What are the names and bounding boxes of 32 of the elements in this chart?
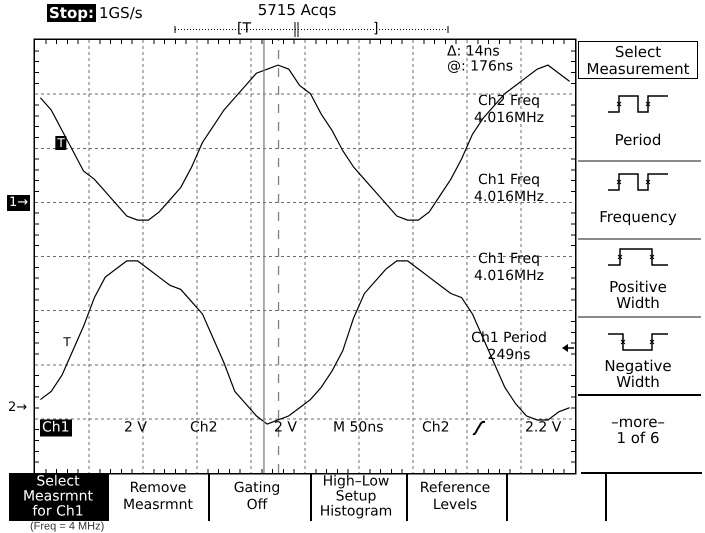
annotation: 2 V bbox=[124, 420, 147, 436]
text: Δ: 14ns bbox=[447, 44, 500, 60]
text: High–Low Setup Histogram bbox=[320, 474, 392, 520]
text: Remove Measrmnt bbox=[122, 480, 194, 514]
annotation: T bbox=[63, 335, 71, 349]
text: –more– 1 of 6 bbox=[611, 413, 665, 447]
text: Negative Width bbox=[604, 357, 672, 391]
text: Period bbox=[614, 131, 662, 149]
text: [T bbox=[237, 20, 252, 38]
text: Stop: bbox=[47, 4, 96, 22]
text: Positive Width bbox=[609, 278, 667, 312]
annotation: T bbox=[55, 136, 67, 150]
text: Frequency bbox=[599, 208, 677, 226]
annotation: 2 V bbox=[274, 420, 297, 436]
annotation: Ch1 Freq 4.016MHz bbox=[474, 251, 544, 285]
annotation: Ch1 bbox=[40, 420, 72, 436]
text: Select Measrmnt for Ch1 bbox=[22, 474, 94, 520]
text: 1GS/s bbox=[99, 4, 143, 22]
text: Select Measurement bbox=[586, 43, 690, 78]
annotation: 2.2 V bbox=[525, 420, 562, 436]
text: ] bbox=[373, 20, 378, 38]
annotation: Ch2 bbox=[422, 420, 450, 436]
text: (Freq = 4 MHz) bbox=[30, 520, 104, 533]
text: Gating Off bbox=[234, 480, 280, 514]
annotation: @: 176ns bbox=[447, 58, 514, 76]
text: 5715 Acqs bbox=[258, 1, 336, 19]
annotation: M 50ns bbox=[333, 420, 384, 436]
text: Reference Levels bbox=[420, 480, 490, 514]
annotation: Ch1 Freq 4.016MHz bbox=[474, 172, 544, 206]
text: 1→ bbox=[7, 195, 30, 211]
annotation: Ch2 bbox=[190, 420, 218, 436]
text: 2→ bbox=[8, 400, 28, 416]
